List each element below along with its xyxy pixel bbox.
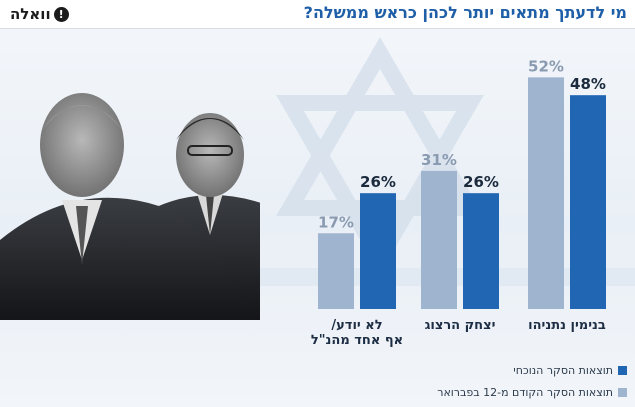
bar-current-1 [463,193,499,309]
legend-label-previous: תוצאות הסקר הקודם מ-12 בפברואר [437,385,613,399]
category-label-1-0: יצחק הרצוג [425,318,496,333]
labels-layer: 52% 48% בנימין נתניהו 31% 26% יצחק הרצוג 17% 26… [311,57,606,348]
category-label-2-0: לא יודע/ [331,318,382,333]
data-label-current-1: 26% [463,173,499,191]
header-bar: ! וואלה מי לדעתך מתאים יותר לכהן כראש ממ… [0,0,635,29]
person-left-silhouette [0,93,245,320]
data-label-previous-0: 52% [528,57,564,75]
bar-current-2 [360,193,396,309]
legend-item-previous: תוצאות הסקר הקודם מ-12 בפברואר [437,382,627,402]
politicians-photo [0,93,260,320]
logo-badge-icon: ! [53,6,69,22]
legend-item-current: תוצאות הסקר הנוכחי [437,360,627,380]
legend: תוצאות הסקר הנוכחי תוצאות הסקר הקודם מ-1… [437,360,627,404]
bar-previous-2 [318,233,354,309]
chart-title: מי לדעתך מתאים יותר לכהן כראש ממשלה? [303,3,627,22]
category-label-0-0: בנימין נתניהו [528,318,606,333]
bar-previous-0 [528,77,564,309]
walla-logo[interactable]: ! וואלה [6,4,75,24]
bars-layer [318,77,606,309]
data-label-current-0: 48% [570,75,606,93]
data-label-previous-1: 31% [421,151,457,169]
data-label-current-2: 26% [360,173,396,191]
legend-swatch-previous [618,387,627,397]
legend-swatch-current [618,365,627,375]
data-label-previous-2: 17% [318,213,354,231]
category-label-2-1: אף אחד מהנ"ל [311,333,403,348]
bar-current-0 [570,95,606,309]
logo-text: וואלה [10,5,51,23]
bar-previous-1 [421,170,457,309]
legend-label-current: תוצאות הסקר הנוכחי [513,363,613,377]
